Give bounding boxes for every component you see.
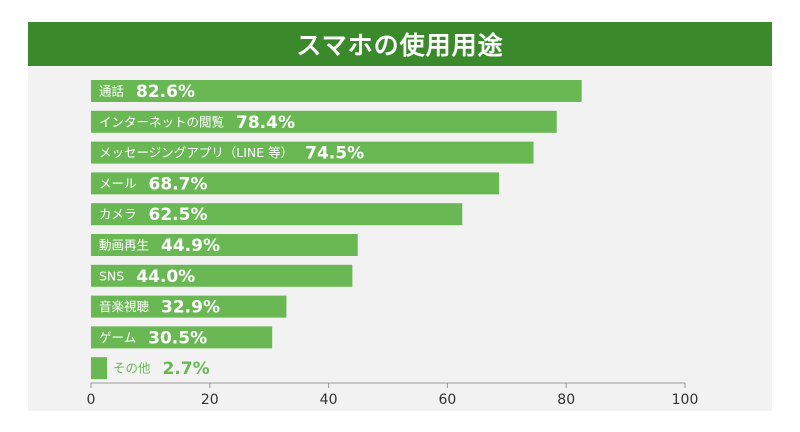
bars-group: 通話 82.6% インターネットの閲覧 78.4% メッセージングアプリ（LINE 等）… [91, 80, 582, 380]
bar-category-label: メール [99, 176, 137, 191]
bar-category-label: 音楽視聴 [99, 299, 150, 314]
bar-value-label: 82.6% [136, 82, 195, 102]
bar-value-label: 30.5% [148, 328, 207, 348]
bar-category-label: メッセージングアプリ（LINE 等） [99, 145, 293, 160]
bar-category-label: インターネットの閲覧 [99, 114, 224, 129]
bar-category-label: カメラ [99, 207, 137, 222]
bar-value-label: 44.0% [136, 267, 195, 287]
x-tick-label: 80 [557, 392, 575, 408]
bar-value-label: 62.5% [149, 205, 208, 225]
chart-title: スマホの使用用途 [296, 31, 504, 60]
x-tick-label: 0 [87, 392, 96, 408]
bar-1 [91, 110, 557, 133]
bar-8 [91, 326, 273, 349]
bar-value-label: 78.4% [236, 113, 295, 133]
bar-4 [91, 203, 463, 226]
bar-value-label: 68.7% [149, 174, 208, 194]
x-tick-label: 60 [438, 392, 456, 408]
bar-category-label: その他 [113, 361, 151, 376]
bar-2 [91, 141, 534, 164]
bar-7 [91, 295, 287, 318]
bar-5 [91, 234, 358, 256]
x-tick-label: 20 [201, 392, 219, 408]
bar-9 [91, 357, 108, 380]
bar-category-label: 通話 [99, 84, 124, 99]
bar-0 [91, 80, 582, 102]
bar-value-label: 74.5% [305, 144, 364, 164]
bar-6 [91, 264, 353, 287]
bar-value-label: 2.7% [163, 359, 210, 379]
bar-value-label: 32.9% [161, 298, 220, 318]
bar-3 [91, 172, 500, 195]
bar-category-label: ゲーム [99, 330, 136, 345]
title-bar: スマホの使用用途 [28, 22, 772, 66]
x-tick-label: 100 [672, 392, 699, 408]
x-tick-label: 40 [320, 392, 338, 408]
bar-category-label: SNS [99, 268, 124, 283]
bar-value-label: 44.9% [161, 236, 220, 256]
bar-category-label: 動画再生 [99, 238, 149, 253]
x-axis: 0 20 40 60 80 100 [87, 382, 699, 408]
